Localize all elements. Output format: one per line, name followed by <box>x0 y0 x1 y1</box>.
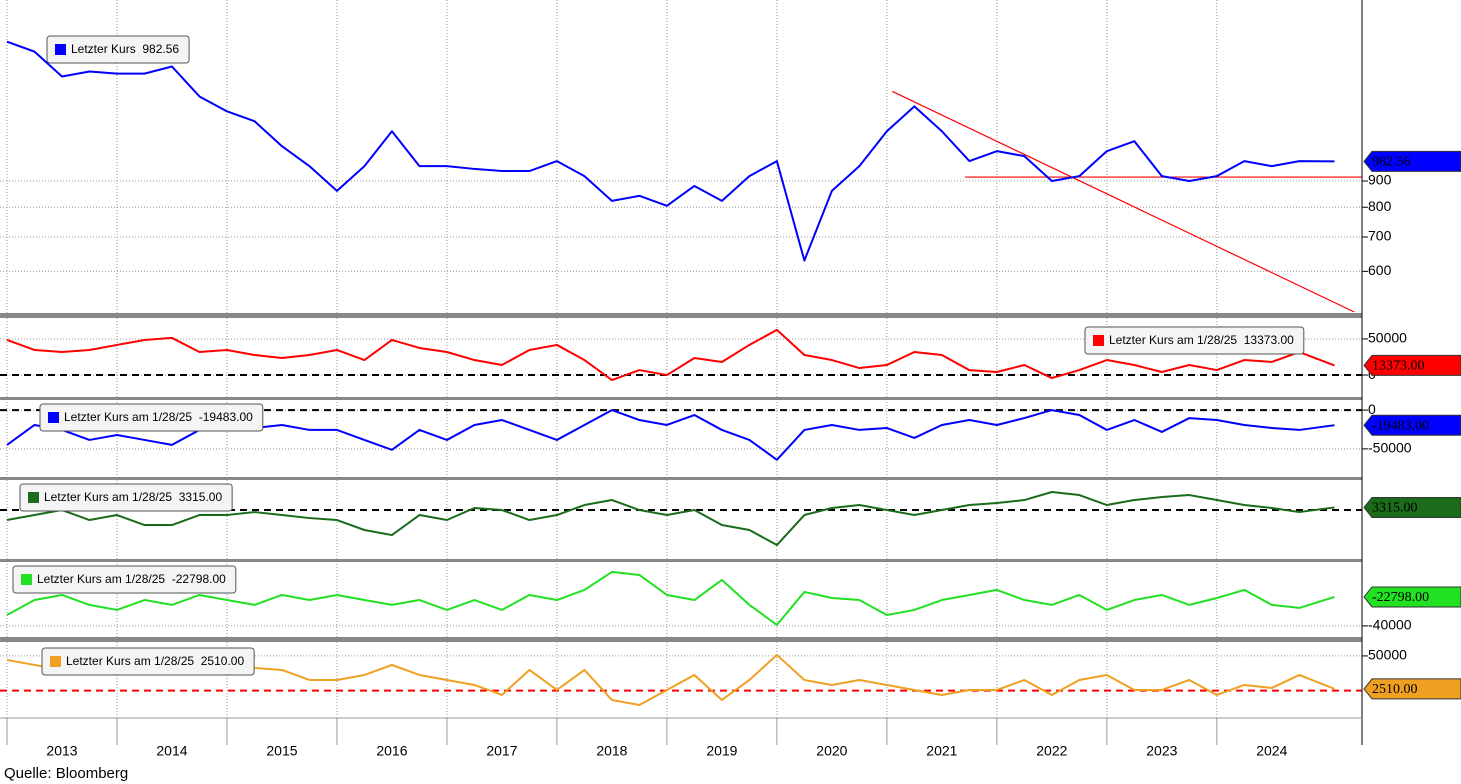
legend-text: Letzter Kurs am 1/28/25 2510.00 <box>66 654 244 668</box>
series-line <box>6 491 1335 547</box>
x-tick-label: 2018 <box>596 743 627 759</box>
legend-swatch <box>21 574 32 585</box>
legend-name: Letzter Kurs am 1/28/25 <box>37 572 165 586</box>
source-note: Quelle: Bloomberg <box>4 765 128 782</box>
legend-name: Letzter Kurs am 1/28/25 <box>66 654 194 668</box>
x-tick-label: 2016 <box>376 743 407 759</box>
legend-value: -22798.00 <box>172 572 226 586</box>
legend-name: Letzter Kurs am 1/28/25 <box>64 410 192 424</box>
legend-value: 3315.00 <box>179 490 223 504</box>
last-value-label: 13373.00 <box>1372 359 1425 374</box>
panel-separator <box>0 559 1362 562</box>
legend-box <box>12 565 237 594</box>
x-tick-label: 2014 <box>156 743 187 759</box>
legend-swatch <box>50 656 61 667</box>
legend-text: Letzter Kurs am 1/28/25 -22798.00 <box>37 572 226 586</box>
legend-box <box>1084 326 1305 355</box>
legend: Letzter Kurs am 1/28/25 3315.00 <box>19 483 233 512</box>
x-tick-label: 2024 <box>1256 743 1287 759</box>
series-line <box>6 40 1335 262</box>
x-tick-label: 2017 <box>486 743 517 759</box>
legend-value: 2510.00 <box>201 654 245 668</box>
legend-value: -19483.00 <box>199 410 253 424</box>
legend: Letzter Kurs am 1/28/25 -19483.00 <box>39 403 264 432</box>
legend-box <box>46 35 190 64</box>
x-tick-label: 2020 <box>816 743 847 759</box>
y-tick-label: -40000 <box>1368 617 1412 633</box>
last-value-label: 3315.00 <box>1372 501 1418 516</box>
last-value-label: -19483.00 <box>1372 418 1429 433</box>
legend-box <box>19 483 233 512</box>
y-tick-label: 50000 <box>1368 647 1407 663</box>
last-value-tag <box>1363 354 1461 376</box>
panel-separator <box>0 313 1362 318</box>
legend-text: Letzter Kurs am 1/28/25 -19483.00 <box>64 410 253 424</box>
legend-name: Letzter Kurs am 1/28/25 <box>44 490 172 504</box>
last-value-label: 2510.00 <box>1372 682 1418 697</box>
last-value-label: -22798.00 <box>1372 590 1429 605</box>
last-value-label: 982.56 <box>1372 155 1411 170</box>
legend-value: 982.56 <box>142 42 179 56</box>
x-tick-label: 2022 <box>1036 743 1067 759</box>
legend-value: 13373.00 <box>1244 333 1294 347</box>
last-value-tag <box>1363 586 1461 608</box>
x-tick-label: 2023 <box>1146 743 1177 759</box>
y-tick-label: 50000 <box>1368 330 1407 346</box>
legend: Letzter Kurs am 1/28/25 -22798.00 <box>12 565 237 594</box>
legend-text: Letzter Kurs am 1/28/25 3315.00 <box>44 490 222 504</box>
series-line <box>6 328 1335 382</box>
x-tick-label: 2013 <box>46 743 77 759</box>
legend-text: Letzter Kurs am 1/28/25 13373.00 <box>1109 333 1294 347</box>
x-tick-label: 2019 <box>706 743 737 759</box>
last-value-tag <box>1363 496 1461 518</box>
series-line <box>6 570 1335 626</box>
legend-swatch <box>28 492 39 503</box>
legend-text: Letzter Kurs 982.56 <box>71 42 179 56</box>
legend-swatch <box>55 44 66 55</box>
last-value-tag <box>1363 678 1461 700</box>
legend-swatch <box>1093 335 1104 346</box>
legend-swatch <box>48 412 59 423</box>
legend-name: Letzter Kurs <box>71 42 136 56</box>
last-value-tag <box>1363 150 1461 172</box>
y-tick-label: 700 <box>1368 228 1392 244</box>
trend-line <box>892 90 1355 312</box>
y-tick-label: 0 <box>1368 401 1376 417</box>
legend-box <box>39 403 264 432</box>
y-tick-label: 900 <box>1368 172 1392 188</box>
panel-separator <box>0 477 1362 480</box>
x-tick-label: 2015 <box>266 743 297 759</box>
y-tick-label: -50000 <box>1368 440 1412 456</box>
y-tick-label: 800 <box>1368 198 1392 214</box>
legend: Letzter Kurs am 1/28/25 13373.00 <box>1084 326 1305 355</box>
x-tick-label: 2021 <box>926 743 957 759</box>
legend: Letzter Kurs am 1/28/25 2510.00 <box>41 647 255 676</box>
legend-name: Letzter Kurs am 1/28/25 <box>1109 333 1237 347</box>
panel-separator <box>0 637 1362 642</box>
y-tick-label: 600 <box>1368 262 1392 278</box>
legend: Letzter Kurs 982.56 <box>46 35 190 64</box>
legend-box <box>41 647 255 676</box>
last-value-tag <box>1363 414 1461 436</box>
panel-separator <box>0 397 1362 400</box>
